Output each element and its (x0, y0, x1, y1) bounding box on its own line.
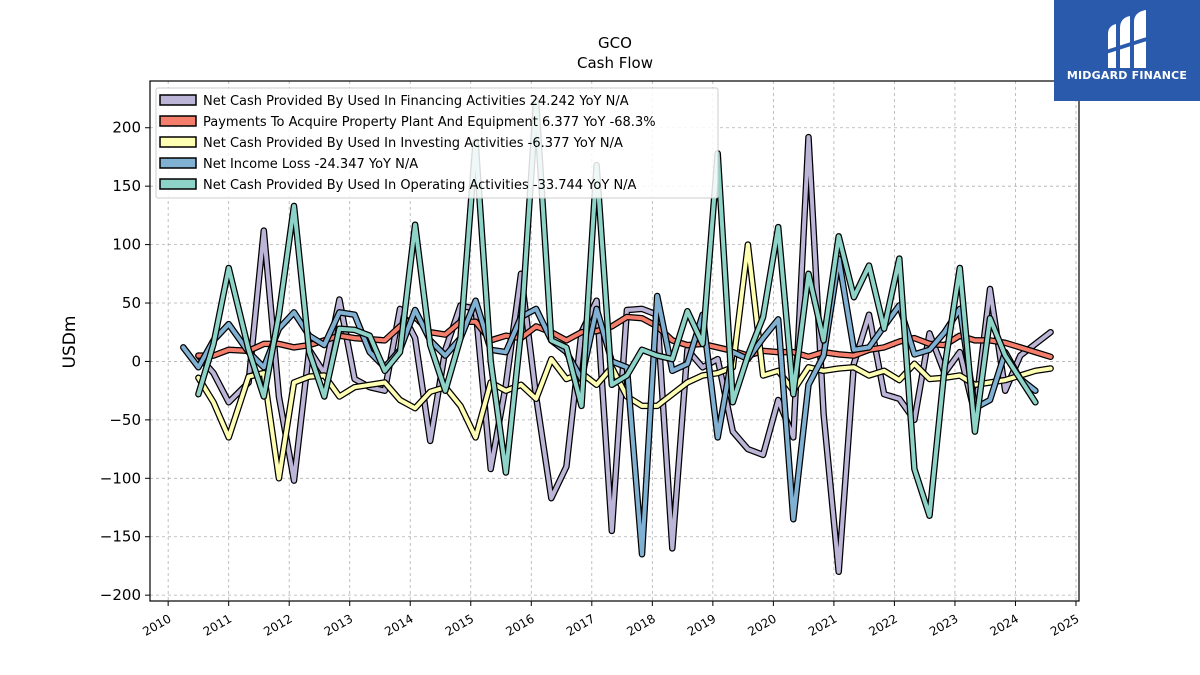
legend-label: Net Cash Provided By Used In Investing A… (203, 136, 623, 151)
series-line-stroke (196, 98, 1038, 518)
legend-label: Net Cash Provided By Used In Operating A… (203, 178, 637, 193)
chart-title: GCO (598, 34, 632, 52)
legend-swatch (159, 157, 197, 169)
x-tick-label: 2013 (322, 611, 355, 638)
legend-swatch (159, 178, 197, 190)
legend-box (155, 87, 719, 199)
legend-item: Net Income Loss -24.347 YoY N/A (159, 157, 418, 172)
brand-name: MIDGARD FINANCE (1066, 69, 1188, 82)
y-tick-label: −200 (100, 586, 141, 604)
legend-item: Net Cash Provided By Used In Investing A… (159, 136, 623, 151)
legend-swatch (159, 115, 197, 127)
y-tick-label: 0 (131, 352, 141, 370)
y-tick-label: 100 (112, 236, 141, 254)
legend-label: Net Income Loss -24.347 YoY N/A (203, 157, 418, 172)
x-tick-label: 2020 (745, 611, 778, 638)
y-axis-ticks: 200 150 100 50 0 −50 −100 −150 −200 (100, 119, 150, 604)
x-tick-label: 2015 (443, 611, 476, 638)
legend: Net Cash Provided By Used In Financing A… (155, 87, 719, 199)
chart-subtitle: Cash Flow (577, 54, 653, 72)
x-tick-label: 2016 (503, 611, 536, 638)
y-tick-label: −50 (109, 411, 141, 429)
series-lines (180, 97, 1054, 576)
legend-item: Net Cash Provided By Used In Operating A… (159, 178, 637, 193)
brand-logo: MIDGARD FINANCE (1054, 0, 1200, 101)
x-tick-label: 2019 (685, 611, 718, 638)
y-tick-label: 50 (122, 294, 141, 312)
legend-swatch (159, 136, 197, 148)
legend-item: Payments To Acquire Property Plant And E… (159, 115, 656, 130)
legend-label: Payments To Acquire Property Plant And E… (203, 115, 656, 130)
y-axis-label: USDm (60, 316, 80, 369)
x-tick-label: 2025 (1048, 611, 1081, 638)
x-tick-label: 2021 (806, 611, 839, 638)
x-tick-label: 2012 (261, 611, 294, 638)
y-tick-label: 150 (112, 177, 141, 195)
x-axis-ticks: 2010 2011 2012 2013 2014 2015 2016 2017 2018 2019… (140, 601, 1081, 639)
legend-label: Net Cash Provided By Used In Financing A… (203, 94, 629, 109)
y-tick-label: −150 (100, 528, 141, 546)
series-line (195, 97, 1039, 519)
x-tick-label: 2014 (382, 611, 415, 638)
x-tick-label: 2011 (201, 611, 234, 638)
x-tick-label: 2010 (140, 611, 173, 638)
x-tick-label: 2017 (564, 611, 597, 638)
x-tick-label: 2022 (866, 611, 899, 638)
x-tick-label: 2023 (927, 611, 960, 638)
y-tick-label: −100 (100, 469, 141, 487)
y-tick-label: 200 (112, 119, 141, 137)
legend-item: Net Cash Provided By Used In Financing A… (159, 94, 629, 109)
x-tick-label: 2024 (987, 611, 1020, 638)
plot-frame (149, 80, 1080, 602)
x-tick-label: 2018 (624, 611, 657, 638)
midgard-logo-icon (1106, 10, 1150, 68)
legend-swatch (159, 94, 197, 106)
